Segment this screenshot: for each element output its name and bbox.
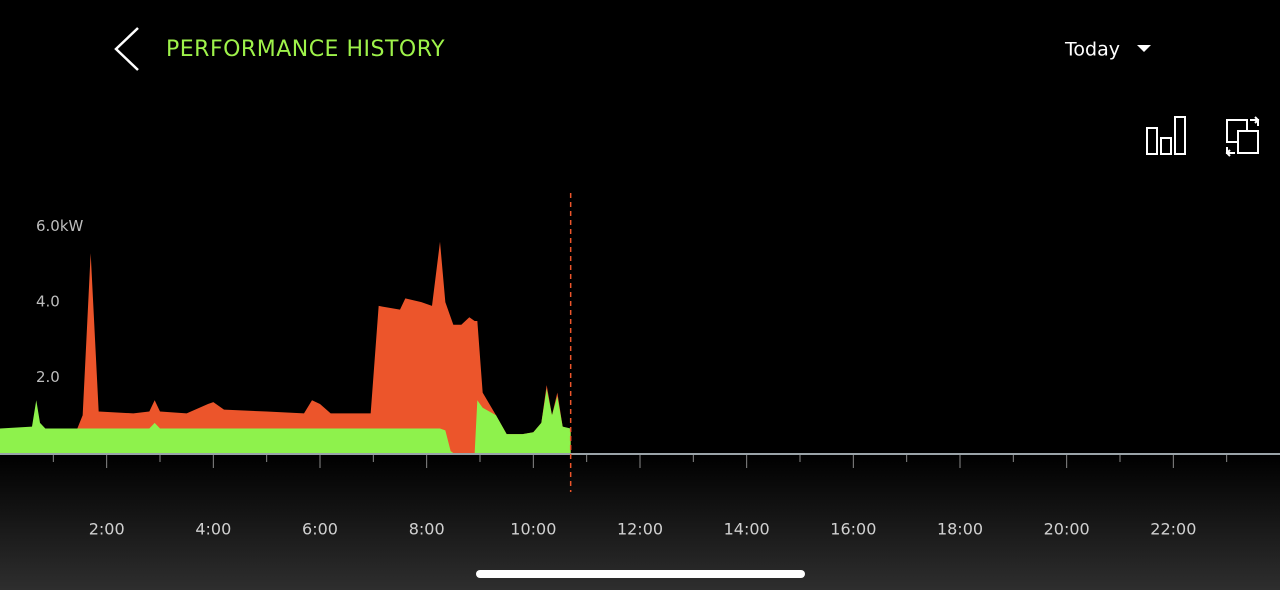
- y-tick-label: 4.0: [36, 293, 60, 311]
- axis-band: [0, 455, 1280, 590]
- period-selector[interactable]: Today: [1064, 39, 1151, 61]
- x-tick-label: 14:00: [724, 520, 770, 539]
- x-tick-label: 18:00: [937, 520, 983, 539]
- back-button[interactable]: [114, 27, 139, 71]
- page-title: PERFORMANCE HISTORY: [166, 37, 445, 62]
- x-tick-label: 12:00: [617, 520, 663, 539]
- x-tick-label: 10:00: [510, 520, 556, 539]
- x-tick-label: 20:00: [1044, 520, 1090, 539]
- x-tick-label: 2:00: [89, 520, 125, 539]
- compare-icon[interactable]: [1225, 116, 1260, 157]
- x-tick-label: 4:00: [195, 520, 231, 539]
- x-tick-label: 6:00: [302, 520, 338, 539]
- period-label: Today: [1064, 39, 1120, 61]
- dropdown-arrow: [1137, 45, 1151, 52]
- bar-view-icon[interactable]: [1146, 116, 1186, 155]
- home-indicator: [476, 570, 805, 578]
- x-tick-label: 8:00: [409, 520, 445, 539]
- area-series: [0, 388, 571, 453]
- x-tick-label: 16:00: [830, 520, 876, 539]
- area-series: [0, 241, 571, 453]
- x-tick-label: 22:00: [1150, 520, 1196, 539]
- y-tick-label: 6.0kW: [36, 217, 84, 235]
- y-tick-label: 2.0: [36, 368, 60, 386]
